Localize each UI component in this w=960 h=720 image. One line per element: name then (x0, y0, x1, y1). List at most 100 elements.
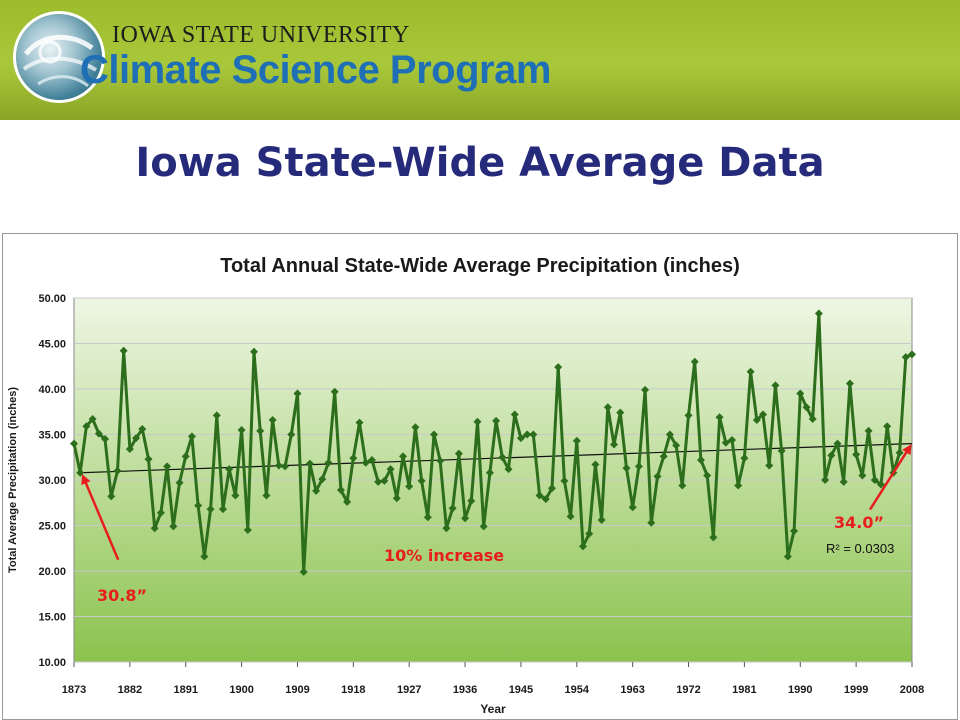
data-point (814, 309, 823, 318)
data-point (783, 552, 792, 561)
data-point (709, 533, 718, 542)
data-point (125, 445, 134, 454)
end-arrow (868, 444, 912, 511)
data-point (790, 526, 799, 535)
y-tick-label: 25.00 (38, 521, 66, 533)
data-point (473, 417, 482, 426)
data-point (572, 436, 581, 445)
data-point (777, 446, 786, 455)
data-point (864, 426, 873, 435)
x-tick-label: 2008 (900, 684, 924, 696)
data-point (374, 477, 383, 486)
x-tick-label: 1918 (341, 684, 365, 696)
data-point (194, 501, 203, 510)
data-point (672, 441, 681, 450)
data-point (765, 461, 774, 470)
data-point (870, 476, 879, 484)
data-point (684, 411, 693, 420)
data-point (895, 448, 904, 457)
y-tick-label: 35.00 (38, 430, 66, 442)
start-value-label: 30.8” (97, 586, 147, 605)
program-name: Climate Science Program (80, 48, 551, 92)
x-tick-label: 1873 (62, 684, 86, 696)
data-point (467, 496, 476, 505)
data-point (132, 434, 141, 443)
data-point (411, 423, 420, 432)
y-axis-label: Total Average Precipitation (inches) (7, 387, 19, 573)
data-point (367, 455, 376, 464)
data-point (156, 508, 165, 517)
data-point (436, 456, 445, 465)
data-point (796, 389, 805, 398)
y-tick-label: 30.00 (38, 475, 66, 487)
data-point (690, 357, 699, 366)
data-point (734, 481, 743, 490)
globe-swirl-icon (16, 14, 102, 100)
data-point (560, 476, 569, 485)
data-point (169, 522, 178, 531)
x-tick-label: 1909 (285, 684, 309, 696)
data-point (603, 403, 612, 412)
y-tick-label: 15.00 (38, 612, 66, 624)
data-point (715, 413, 724, 422)
data-point (908, 350, 916, 359)
data-point (256, 426, 265, 435)
data-point (740, 454, 749, 463)
data-point (821, 476, 830, 484)
data-point (88, 415, 97, 424)
data-point (119, 346, 128, 355)
data-point (696, 455, 705, 464)
data-point (70, 439, 78, 448)
data-point (659, 452, 668, 461)
data-point (386, 465, 395, 474)
x-tick-label: 1963 (620, 684, 644, 696)
data-point (585, 529, 594, 538)
x-tick-label: 1981 (732, 684, 756, 696)
data-point (330, 387, 339, 396)
data-point (678, 481, 687, 490)
data-point (336, 486, 345, 495)
data-point (616, 408, 625, 417)
data-point (523, 430, 532, 439)
y-tick-label: 10.00 (38, 657, 66, 669)
data-point (225, 465, 234, 474)
x-tick-label: 1936 (453, 684, 477, 696)
data-point (541, 495, 550, 504)
data-point (454, 449, 463, 458)
data-point (150, 524, 159, 533)
x-tick-label: 1945 (509, 684, 533, 696)
x-axis-ticks: 1873 1882 1891 1900 1909 1918 1927 1936 1945 1954… (62, 662, 924, 696)
data-point (312, 486, 321, 495)
data-point (349, 454, 358, 463)
data-point (423, 513, 432, 522)
x-tick-label: 1900 (229, 684, 253, 696)
data-point (442, 524, 451, 533)
chart-title: Total Annual State-Wide Average Precipit… (220, 255, 740, 277)
data-point (318, 475, 327, 484)
data-point (901, 353, 910, 362)
data-point (243, 526, 252, 535)
data-point (237, 425, 246, 434)
data-point (299, 567, 308, 576)
data-point (554, 363, 563, 372)
y-axis-ticks: 10.00 15.00 20.00 25.00 30.00 35.00 40.00 45.00… (38, 293, 66, 669)
data-point (727, 435, 736, 444)
data-point (187, 432, 196, 441)
data-point (566, 512, 575, 521)
data-point (113, 466, 122, 475)
data-point (827, 451, 836, 460)
data-point (808, 415, 817, 424)
data-point (529, 430, 538, 439)
data-points (70, 309, 916, 576)
data-point (628, 503, 637, 512)
series-line (72, 312, 913, 574)
data-point (622, 464, 631, 473)
data-point (343, 497, 352, 506)
data-point (703, 471, 712, 480)
data-point (163, 462, 172, 471)
data-point (479, 522, 488, 531)
end-value-label: 34.0” (834, 513, 884, 532)
data-point (361, 458, 370, 467)
data-point (181, 452, 190, 461)
